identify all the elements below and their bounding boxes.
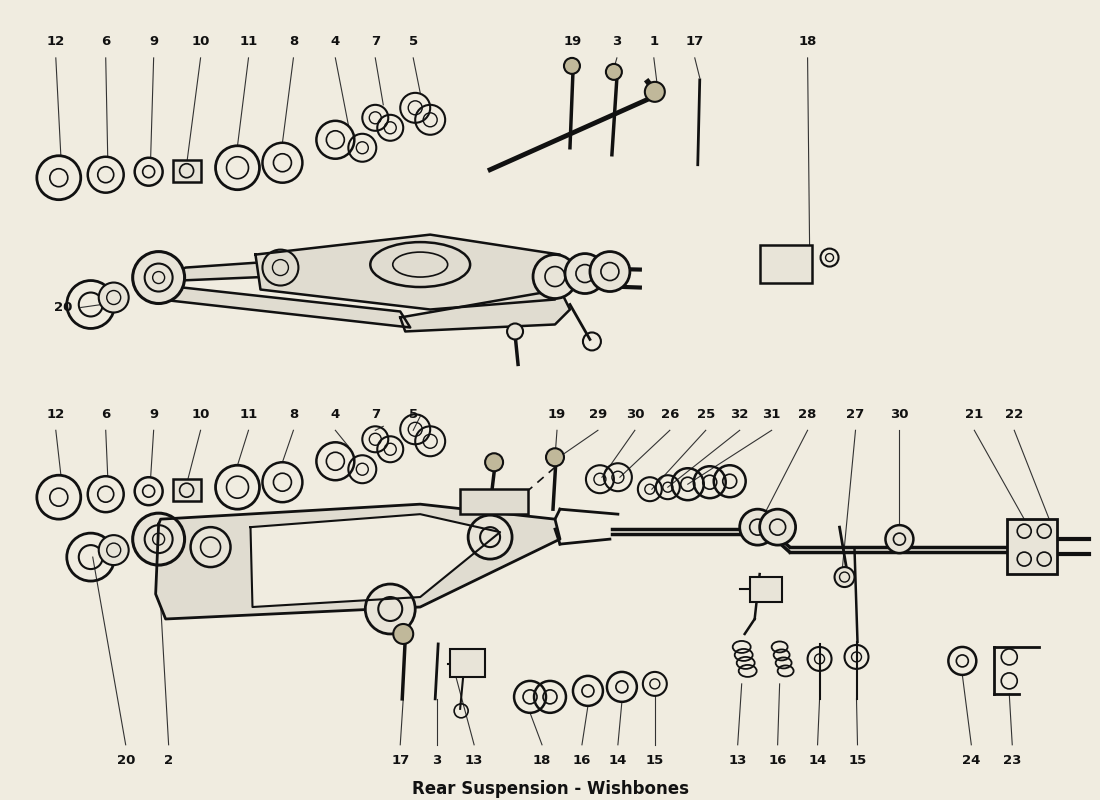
Text: 8: 8	[289, 35, 298, 49]
Bar	[173, 479, 200, 501]
Polygon shape	[155, 258, 330, 282]
Text: 17: 17	[392, 754, 409, 767]
Text: 16: 16	[769, 754, 786, 767]
Text: 9: 9	[150, 408, 158, 421]
Text: 10: 10	[191, 408, 210, 421]
Polygon shape	[155, 285, 410, 327]
Circle shape	[590, 251, 630, 291]
Circle shape	[835, 567, 855, 587]
Circle shape	[485, 454, 503, 471]
Text: 14: 14	[608, 754, 627, 767]
Text: 13: 13	[465, 754, 483, 767]
Text: 3: 3	[432, 754, 442, 767]
Text: 11: 11	[240, 408, 257, 421]
Text: 13: 13	[728, 754, 747, 767]
Circle shape	[606, 64, 621, 80]
Text: 26: 26	[661, 408, 679, 421]
Text: 29: 29	[588, 408, 607, 421]
Circle shape	[179, 483, 194, 497]
Text: 24: 24	[962, 754, 980, 767]
Circle shape	[365, 584, 415, 634]
Bar	[450, 649, 485, 677]
Circle shape	[99, 282, 129, 313]
Text: 20: 20	[117, 754, 135, 767]
Circle shape	[564, 58, 580, 74]
Text: 30: 30	[890, 408, 909, 421]
Polygon shape	[255, 234, 565, 310]
Text: 12: 12	[46, 408, 65, 421]
Text: 12: 12	[46, 35, 65, 49]
Text: 4: 4	[331, 35, 340, 49]
Bar	[750, 577, 782, 602]
Circle shape	[760, 509, 795, 545]
Text: 10: 10	[191, 35, 210, 49]
Bar	[760, 245, 812, 282]
Text: 25: 25	[696, 408, 715, 421]
Text: 15: 15	[848, 754, 867, 767]
Polygon shape	[155, 504, 560, 619]
Circle shape	[133, 251, 185, 303]
Text: 15: 15	[646, 754, 664, 767]
Text: 19: 19	[548, 408, 566, 421]
Text: 5: 5	[409, 35, 418, 49]
Circle shape	[886, 525, 913, 553]
Bar	[460, 490, 528, 514]
Text: 28: 28	[799, 408, 817, 421]
Text: 23: 23	[1003, 754, 1022, 767]
Text: 6: 6	[101, 35, 110, 49]
Text: 5: 5	[409, 408, 418, 421]
Text: 7: 7	[371, 408, 380, 421]
Text: 3: 3	[613, 35, 621, 49]
Text: 17: 17	[685, 35, 704, 49]
Text: 21: 21	[965, 408, 983, 421]
Circle shape	[190, 527, 231, 567]
Text: 20: 20	[54, 301, 72, 314]
Circle shape	[469, 515, 513, 559]
Text: 27: 27	[846, 408, 865, 421]
Text: 8: 8	[289, 408, 298, 421]
Polygon shape	[400, 290, 570, 331]
Circle shape	[546, 448, 564, 466]
Circle shape	[507, 323, 522, 339]
Text: 14: 14	[808, 754, 827, 767]
Text: 31: 31	[762, 408, 781, 421]
Text: 18: 18	[532, 754, 551, 767]
Circle shape	[133, 513, 185, 565]
Text: 2: 2	[164, 754, 173, 767]
Text: 11: 11	[240, 35, 257, 49]
Text: 9: 9	[150, 35, 158, 49]
Circle shape	[739, 509, 776, 545]
Polygon shape	[251, 514, 500, 607]
Circle shape	[99, 535, 129, 565]
Text: 19: 19	[564, 35, 582, 49]
Text: 6: 6	[101, 408, 110, 421]
Bar	[173, 160, 200, 182]
Text: 4: 4	[331, 408, 340, 421]
Text: 32: 32	[730, 408, 749, 421]
Bar	[1008, 519, 1057, 574]
Text: 16: 16	[573, 754, 591, 767]
Text: 22: 22	[1005, 408, 1023, 421]
Circle shape	[534, 254, 578, 298]
Text: 1: 1	[649, 35, 659, 49]
Circle shape	[645, 82, 664, 102]
Text: 18: 18	[799, 35, 817, 49]
Circle shape	[394, 624, 414, 644]
Circle shape	[179, 164, 194, 178]
Text: Rear Suspension - Wishbones: Rear Suspension - Wishbones	[411, 780, 689, 798]
Circle shape	[565, 254, 605, 294]
Text: 30: 30	[626, 408, 645, 421]
Text: 7: 7	[371, 35, 380, 49]
